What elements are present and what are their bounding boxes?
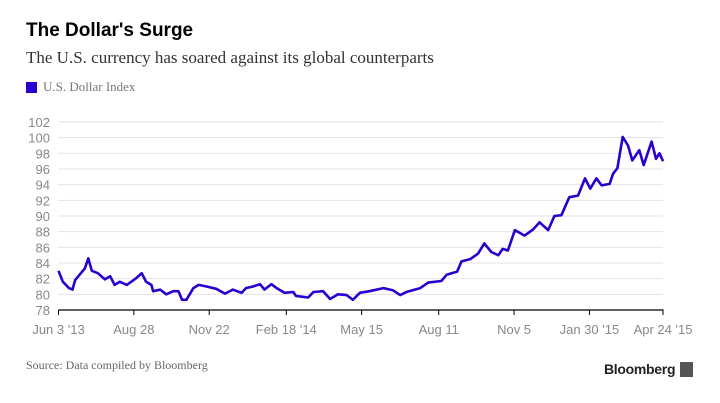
bloomberg-logo-icon — [680, 361, 694, 377]
y-tick-label: 82 — [36, 272, 50, 287]
legend-swatch — [26, 81, 37, 93]
x-tick-label: Jun 3 '13 — [32, 322, 84, 337]
y-tick-label: 86 — [36, 240, 50, 255]
x-tick-label: Aug 28 — [113, 322, 154, 337]
legend: U.S. Dollar Index — [26, 79, 135, 95]
y-tick-label: 84 — [36, 256, 50, 271]
x-tick-label: Aug 11 — [419, 322, 459, 337]
y-tick-label: 88 — [36, 225, 50, 240]
chart-subtitle: The U.S. currency has soared against its… — [26, 48, 434, 67]
x-tick-label: Jan 30 '15 — [560, 322, 620, 337]
y-tick-label: 80 — [36, 287, 50, 302]
series-line-us-dollar-index — [57, 135, 665, 302]
y-tick-label: 98 — [36, 146, 50, 161]
y-tick-label: 94 — [36, 178, 50, 193]
logo-text: Bloomberg — [604, 361, 676, 377]
y-tick-label: 78 — [36, 303, 50, 318]
bloomberg-logo: Bloomberg — [604, 361, 694, 377]
x-tick-label: Apr 24 '15 — [634, 322, 693, 337]
y-tick-label: 92 — [36, 193, 50, 208]
y-tick-label: 100 — [28, 131, 50, 146]
x-tick-label: Feb 18 '14 — [256, 322, 317, 337]
x-tick-label: Nov 22 — [189, 322, 230, 337]
y-tick-label: 90 — [36, 209, 50, 224]
chart-title: The Dollar's Surge — [26, 20, 194, 41]
x-tick-label: May 15 — [340, 322, 383, 337]
legend-label: U.S. Dollar Index — [43, 79, 136, 94]
y-tick-label: 96 — [36, 162, 50, 177]
x-tick-label: Nov 5 — [497, 322, 531, 337]
source-note: Source: Data compiled by Bloomberg — [26, 358, 208, 372]
y-tick-label: 102 — [28, 115, 50, 130]
